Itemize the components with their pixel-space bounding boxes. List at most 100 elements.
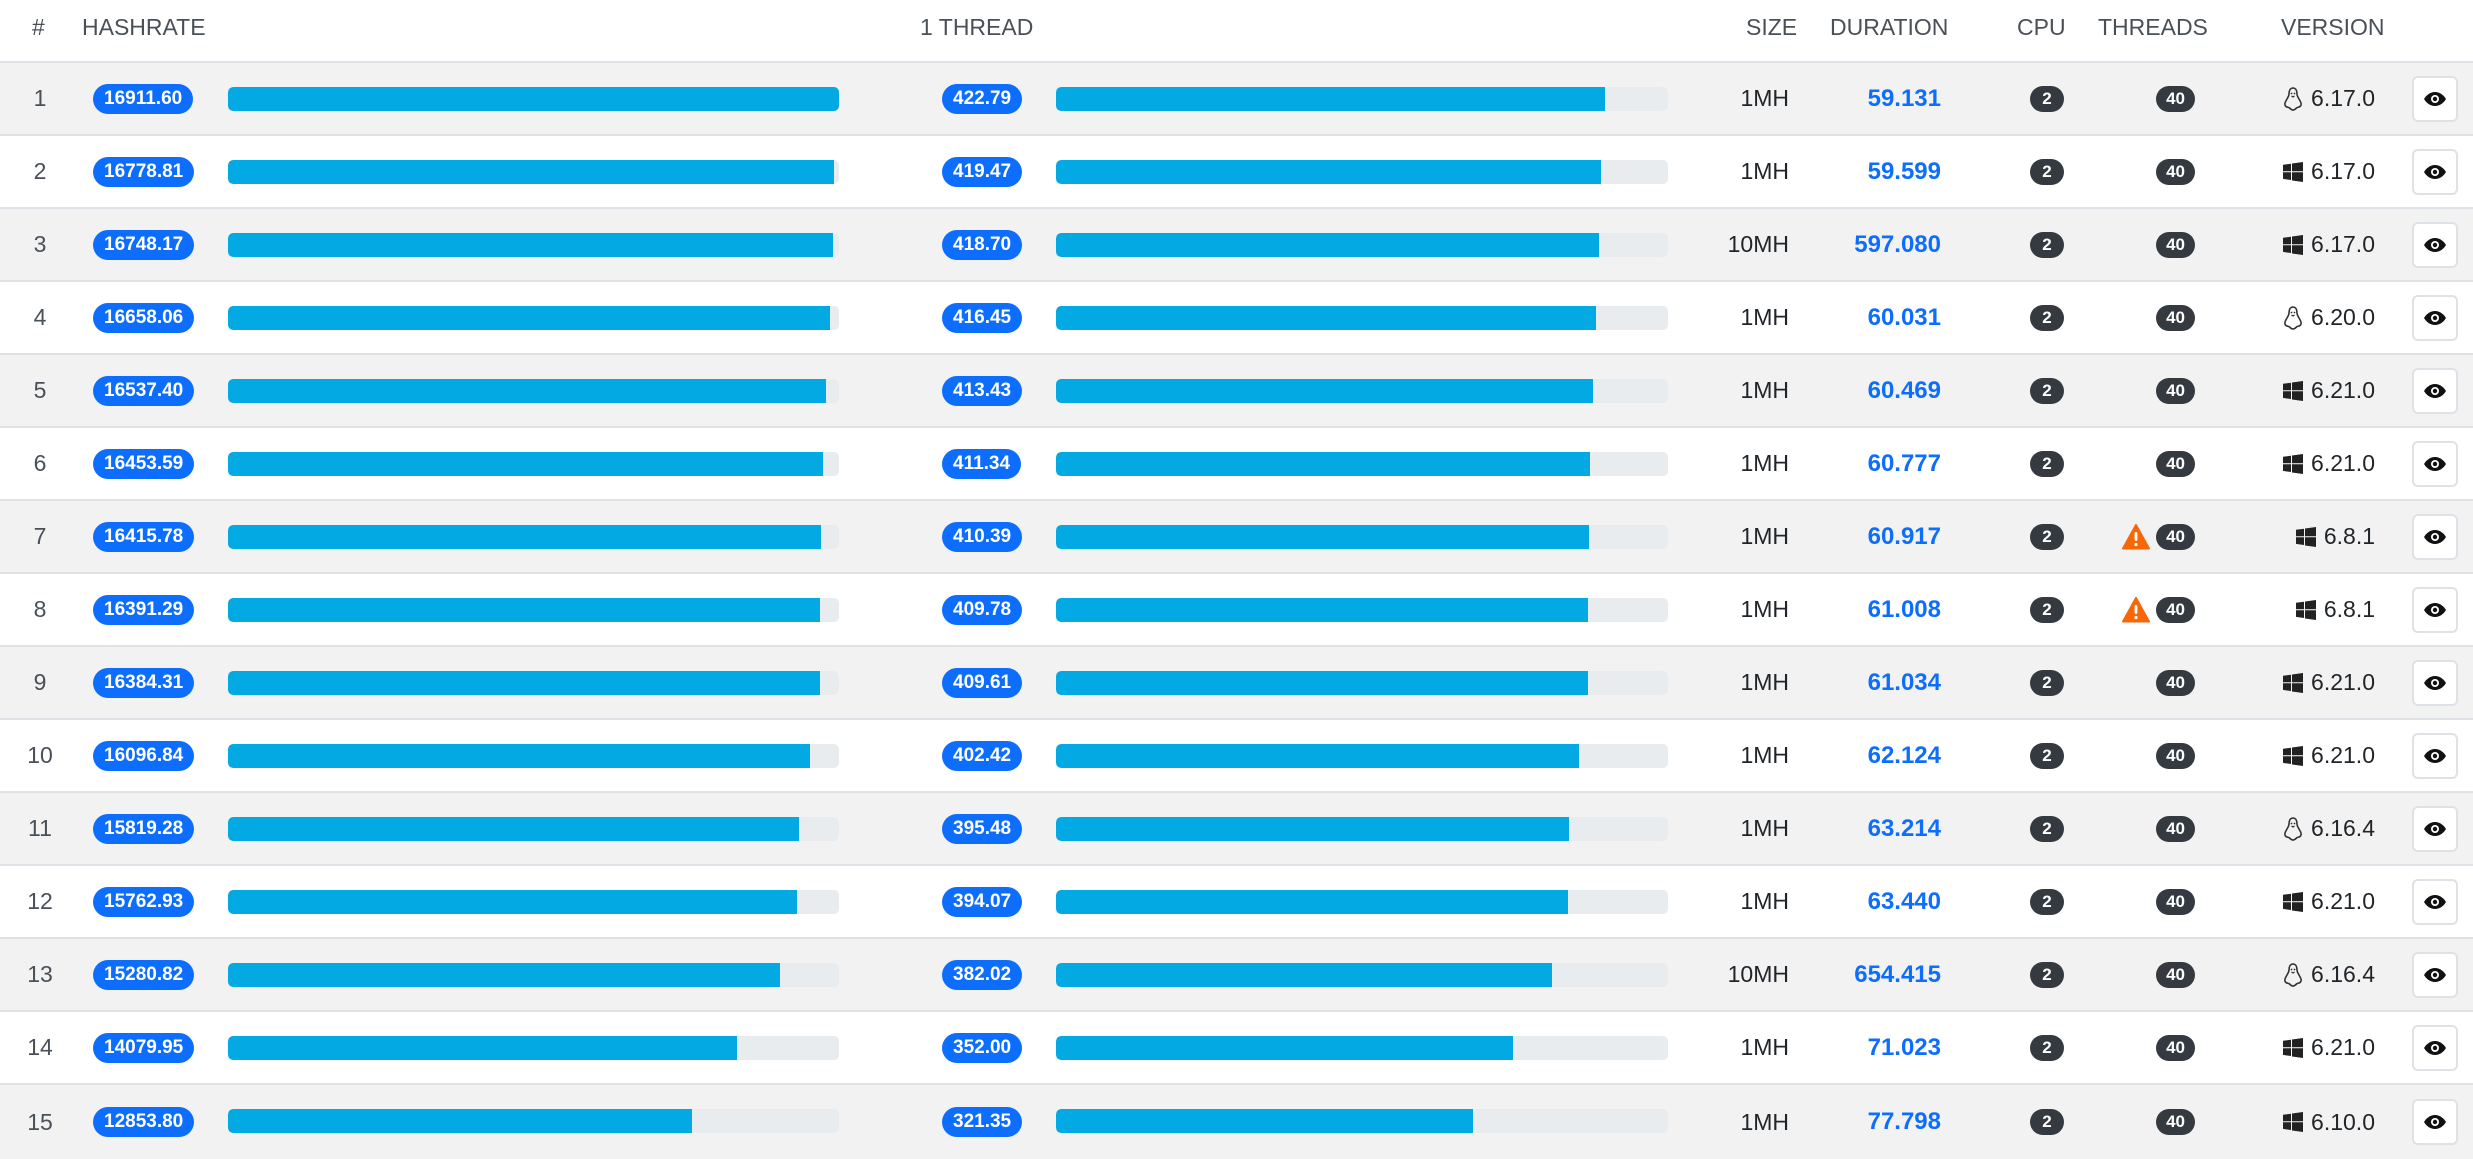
duration-link[interactable]: 654.415 (1854, 960, 1941, 988)
hashrate-badge: 16658.06 (93, 302, 195, 333)
version-text: 6.21.0 (2311, 888, 2375, 914)
duration-link[interactable]: 60.469 (1867, 376, 1941, 404)
thread-cell: 413.43 (942, 355, 1023, 426)
duration-link[interactable]: 63.214 (1867, 814, 1941, 842)
header-thread[interactable]: 1 THREAD (920, 14, 1034, 40)
version-cell: 6.16.4 (2283, 793, 2375, 864)
duration-link[interactable]: 71.023 (1867, 1033, 1941, 1061)
duration-link[interactable]: 60.917 (1867, 522, 1941, 550)
duration-link[interactable]: 59.131 (1867, 84, 1941, 112)
thread-badge: 394.07 (942, 886, 1023, 917)
threads-cell: 40 (2156, 428, 2195, 499)
hashrate-badge: 16096.84 (93, 740, 195, 771)
view-button[interactable] (2412, 1024, 2458, 1071)
warning-icon[interactable] (2122, 523, 2156, 550)
thread-bar-fill (1056, 1109, 1474, 1133)
version-text: 6.8.1 (2323, 596, 2375, 622)
hashrate-cell: 16537.40 (93, 355, 195, 426)
view-button[interactable] (2412, 878, 2458, 925)
thread-cell: 409.78 (942, 574, 1023, 645)
view-button[interactable] (2412, 440, 2458, 487)
view-button[interactable] (2412, 951, 2458, 998)
duration-link[interactable]: 60.031 (1867, 303, 1941, 331)
version-cell: 6.21.0 (2283, 1012, 2375, 1083)
rank-cell: 6 (33, 450, 47, 476)
thread-bar (1056, 963, 1668, 987)
threads-badge: 40 (2156, 596, 2195, 623)
cpu-badge: 2 (2030, 669, 2064, 696)
version-text: 6.21.0 (2311, 669, 2375, 695)
view-button[interactable] (2412, 367, 2458, 414)
cpu-badge: 2 (2030, 450, 2064, 477)
view-button[interactable] (2412, 221, 2458, 268)
threads-badge: 40 (2156, 231, 2195, 258)
windows-icon (2283, 1112, 2304, 1132)
warning-icon[interactable] (2122, 596, 2156, 623)
header-cpu[interactable]: CPU (2017, 14, 2066, 40)
view-button[interactable] (2412, 586, 2458, 633)
hashrate-cell: 12853.80 (93, 1085, 195, 1159)
thread-bar (1056, 744, 1668, 768)
hashrate-bar (228, 87, 839, 111)
duration-link[interactable]: 63.440 (1867, 887, 1941, 915)
view-button[interactable] (2412, 75, 2458, 122)
view-cell (2412, 501, 2458, 572)
view-cell (2412, 428, 2458, 499)
linux-icon (2283, 816, 2303, 841)
view-cell (2412, 866, 2458, 937)
hashrate-badge: 16537.40 (93, 375, 195, 406)
duration-link[interactable]: 77.798 (1867, 1108, 1941, 1135)
threads-cell: 40 (2156, 282, 2195, 353)
size-cell: 1MH (1740, 1108, 1789, 1135)
hashrate-bar-fill (228, 1036, 737, 1060)
duration-link[interactable]: 597.080 (1854, 230, 1941, 258)
view-button[interactable] (2412, 732, 2458, 779)
rank-cell: 9 (33, 669, 47, 695)
thread-cell: 352.00 (942, 1012, 1023, 1083)
hashrate-cell: 16415.78 (93, 501, 195, 572)
hashrate-bar-fill (228, 671, 821, 695)
eye-icon (2424, 383, 2446, 398)
size-cell: 10MH (1727, 961, 1789, 987)
hashrate-cell: 16384.31 (93, 647, 195, 718)
duration-link[interactable]: 60.777 (1867, 449, 1941, 477)
cpu-badge: 2 (2030, 961, 2064, 988)
size-cell: 1MH (1740, 596, 1789, 622)
duration-link[interactable]: 59.599 (1867, 157, 1941, 185)
header-duration[interactable]: DURATION (1830, 14, 1949, 40)
threads-badge: 40 (2156, 304, 2195, 331)
hashrate-cell: 16748.17 (93, 209, 195, 280)
view-button[interactable] (2412, 148, 2458, 195)
linux-icon (2283, 86, 2303, 111)
cpu-badge: 2 (2030, 523, 2064, 550)
table-row: 1 16911.60 422.79 1MH 59.131 2 40 6.17.0 (0, 61, 2473, 134)
view-cell (2412, 1085, 2458, 1159)
view-button[interactable] (2412, 1099, 2458, 1145)
version-cell: 6.17.0 (2283, 63, 2375, 134)
rank-cell: 14 (27, 1034, 53, 1060)
view-button[interactable] (2412, 294, 2458, 341)
duration-link[interactable]: 62.124 (1867, 741, 1941, 769)
cpu-badge: 2 (2030, 1034, 2064, 1061)
view-button[interactable] (2412, 659, 2458, 706)
header-threads[interactable]: THREADS (2098, 14, 2208, 40)
hashrate-bar (228, 671, 839, 695)
header-hashrate[interactable]: HASHRATE (82, 14, 206, 40)
duration-link[interactable]: 61.034 (1867, 668, 1941, 696)
view-button[interactable] (2412, 513, 2458, 560)
hashrate-cell: 16391.29 (93, 574, 195, 645)
header-size[interactable]: SIZE (1746, 14, 1798, 40)
eye-icon (2424, 602, 2446, 617)
header-index[interactable]: # (32, 14, 45, 40)
header-version[interactable]: VERSION (2281, 14, 2385, 40)
duration-link[interactable]: 61.008 (1867, 595, 1941, 623)
hashrate-bar-fill (228, 87, 839, 111)
hashrate-badge: 16748.17 (93, 229, 195, 260)
threads-badge: 40 (2156, 961, 2195, 988)
windows-icon (2283, 161, 2304, 182)
thread-bar-fill (1056, 87, 1605, 111)
version-cell: 6.17.0 (2283, 136, 2375, 207)
table-row: 15 12853.80 321.35 1MH 77.798 2 40 6.10.0 (0, 1083, 2473, 1159)
view-button[interactable] (2412, 805, 2458, 852)
version-cell: 6.8.1 (2295, 501, 2375, 572)
